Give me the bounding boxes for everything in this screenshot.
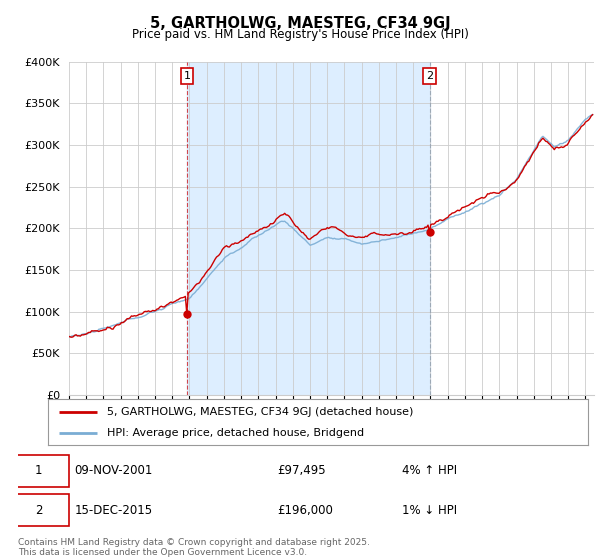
Bar xyxy=(187,62,430,395)
Text: 1: 1 xyxy=(35,464,43,478)
FancyBboxPatch shape xyxy=(10,455,69,487)
Text: Contains HM Land Registry data © Crown copyright and database right 2025.
This d: Contains HM Land Registry data © Crown c… xyxy=(18,538,370,557)
Text: 09-NOV-2001: 09-NOV-2001 xyxy=(74,464,153,478)
Text: 1: 1 xyxy=(184,71,191,81)
Text: 4% ↑ HPI: 4% ↑ HPI xyxy=(401,464,457,478)
FancyBboxPatch shape xyxy=(10,494,69,526)
Text: 2: 2 xyxy=(426,71,433,81)
Text: 15-DEC-2015: 15-DEC-2015 xyxy=(74,503,152,517)
Text: Price paid vs. HM Land Registry's House Price Index (HPI): Price paid vs. HM Land Registry's House … xyxy=(131,28,469,41)
Text: 1% ↓ HPI: 1% ↓ HPI xyxy=(401,503,457,517)
Text: 5, GARTHOLWG, MAESTEG, CF34 9GJ (detached house): 5, GARTHOLWG, MAESTEG, CF34 9GJ (detache… xyxy=(107,407,414,417)
Text: £196,000: £196,000 xyxy=(277,503,334,517)
Text: 5, GARTHOLWG, MAESTEG, CF34 9GJ: 5, GARTHOLWG, MAESTEG, CF34 9GJ xyxy=(149,16,451,31)
Text: HPI: Average price, detached house, Bridgend: HPI: Average price, detached house, Brid… xyxy=(107,428,365,438)
Text: £97,495: £97,495 xyxy=(277,464,326,478)
Text: 2: 2 xyxy=(35,503,43,517)
